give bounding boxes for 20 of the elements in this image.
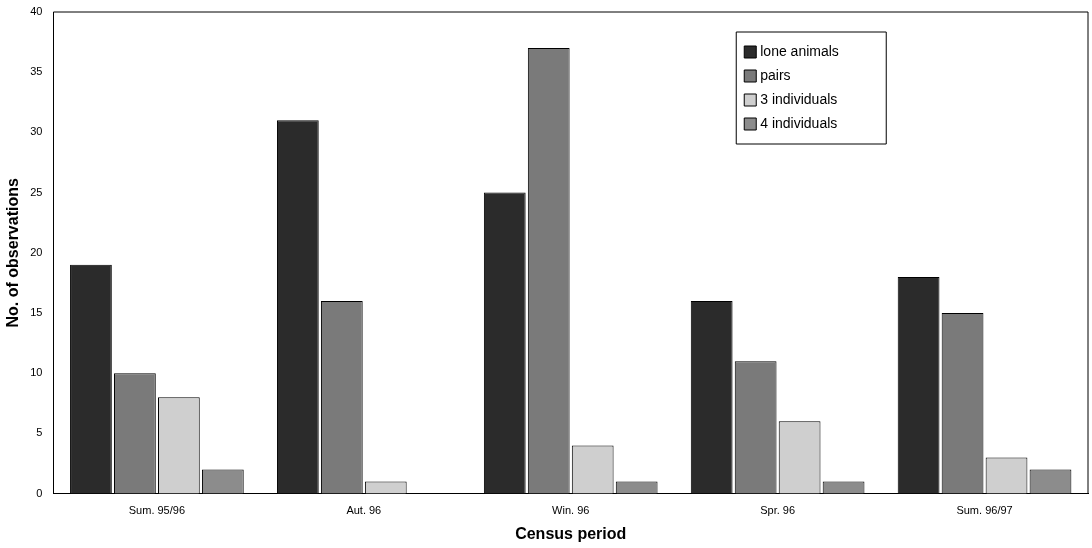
y-tick-label: 10 bbox=[30, 366, 43, 379]
x-axis-title: Census period bbox=[515, 524, 627, 542]
y-axis-title: No. of observations bbox=[4, 178, 22, 328]
y-tick-label: 0 bbox=[36, 486, 43, 499]
x-tick-label: Win. 96 bbox=[552, 504, 590, 517]
x-tick-label: Sum. 95/96 bbox=[128, 504, 186, 517]
y-tick-label: 15 bbox=[30, 306, 43, 319]
y-tick-label: 30 bbox=[30, 125, 43, 138]
legend-label: 4 individuals bbox=[760, 114, 838, 131]
x-tick-label: Aut. 96 bbox=[346, 504, 382, 517]
legend-label: pairs bbox=[760, 66, 791, 83]
y-tick-label: 35 bbox=[30, 65, 43, 78]
x-tick-label: Spr. 96 bbox=[760, 504, 796, 517]
y-tick-label: 5 bbox=[36, 426, 43, 439]
legend-label: lone animals bbox=[760, 42, 839, 59]
x-tick-label: Sum. 96/97 bbox=[956, 504, 1013, 517]
y-tick-label: 20 bbox=[30, 245, 43, 258]
legend-label: 3 individuals bbox=[760, 90, 838, 107]
y-tick-label: 40 bbox=[30, 5, 43, 18]
y-tick-label: 25 bbox=[30, 185, 43, 198]
